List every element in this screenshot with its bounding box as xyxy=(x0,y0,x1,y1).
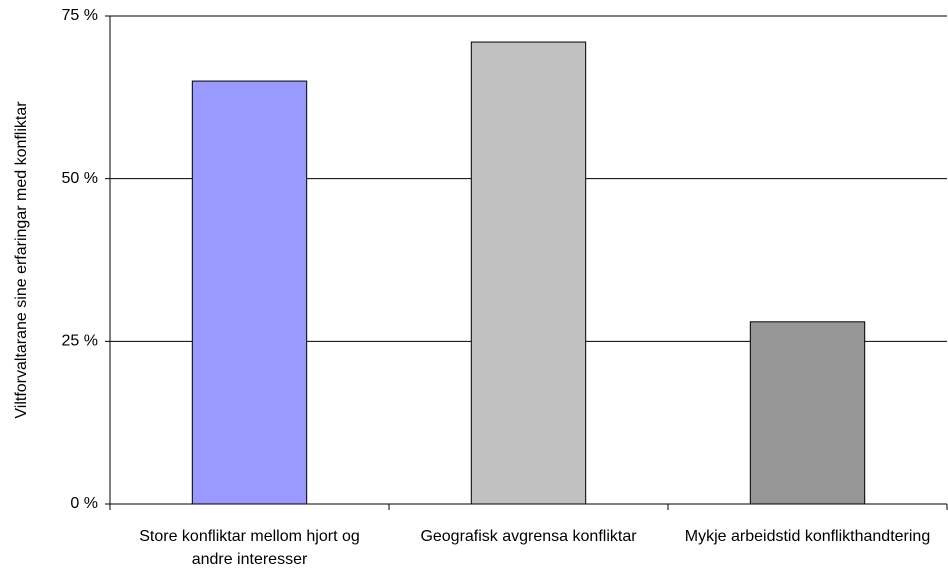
y-tick-label: 25 % xyxy=(62,333,98,350)
y-axis-label: Viltforvaltarane sine erfaringar med kon… xyxy=(13,101,30,419)
bar xyxy=(470,41,587,505)
y-tick-label: 50 % xyxy=(62,170,98,187)
y-tick-label: 75 % xyxy=(62,7,98,24)
bar xyxy=(749,321,866,505)
x-tick-label: Geografisk avgrensa konfliktar xyxy=(420,528,637,545)
bar xyxy=(191,80,308,505)
x-tick-label: Mykje arbeidstid konflikthandtering xyxy=(684,528,931,545)
y-tick-label: 0 % xyxy=(70,495,98,512)
x-tick-label: Store konfliktar mellom hjort og andre i… xyxy=(139,528,360,568)
